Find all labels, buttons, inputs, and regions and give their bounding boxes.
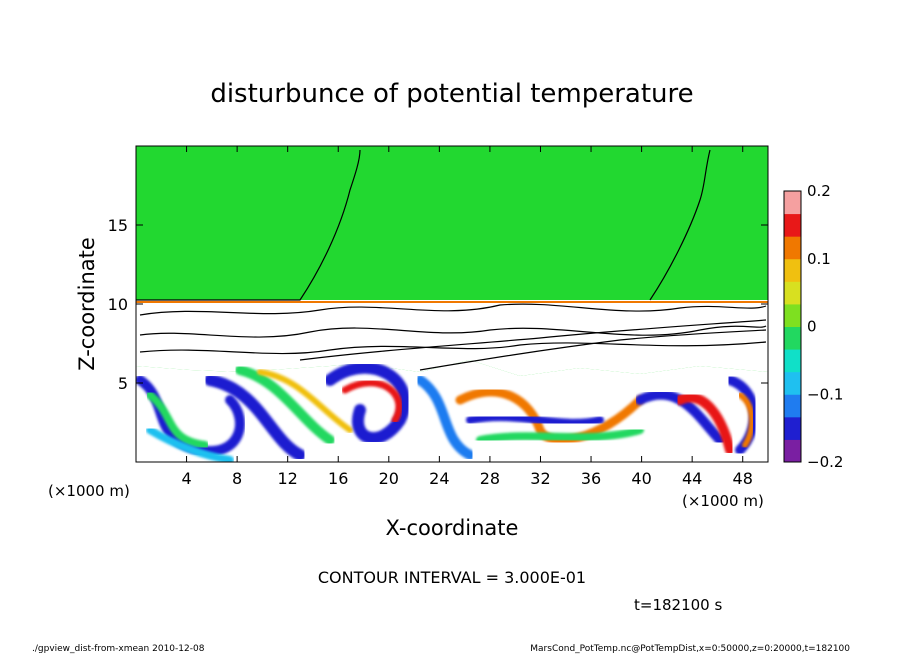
swirl-band xyxy=(466,413,604,427)
x-tick-label: 32 xyxy=(530,469,550,488)
colorbar-label: 0.1 xyxy=(807,250,831,268)
colorbar-segment xyxy=(784,303,801,327)
x-tick-label: 20 xyxy=(379,469,399,488)
contour-line xyxy=(419,329,767,371)
swirl-band xyxy=(415,375,475,460)
swirl-band xyxy=(204,374,306,461)
x-tick-label: 28 xyxy=(480,469,500,488)
colorbar-segment xyxy=(784,281,801,305)
colorbar-segment xyxy=(784,258,801,282)
colorbar-label: −0.1 xyxy=(807,385,843,403)
colorbar-segment xyxy=(784,394,801,418)
plot-area xyxy=(135,145,769,463)
x-axis-label: X-coordinate xyxy=(386,516,519,540)
colorbar-segment xyxy=(784,349,801,373)
chart-title: disturbunce of potential temperature xyxy=(210,79,693,109)
contour-interval: CONTOUR INTERVAL = 3.000E-01 xyxy=(318,568,586,587)
y-axis: 5 10 15 xyxy=(108,216,768,393)
x-tick-label: 16 xyxy=(328,469,348,488)
x-unit-right: (×1000 m) xyxy=(682,492,764,510)
contour-line xyxy=(139,341,767,355)
swirl-band xyxy=(455,387,645,445)
swirl-band xyxy=(257,369,353,433)
colorbar-segment xyxy=(784,439,801,463)
swirl-band xyxy=(341,379,403,424)
y-tick-label: 5 xyxy=(118,374,128,393)
colorbar-frame xyxy=(783,190,802,463)
x-tick-label: 8 xyxy=(232,469,242,488)
x-tick-label: 48 xyxy=(733,469,753,488)
y-tick-label: 15 xyxy=(108,216,128,235)
x-tick-label: 44 xyxy=(682,469,702,488)
swirl-band xyxy=(324,361,411,445)
colorbar-segment xyxy=(784,213,801,237)
colorbar: −0.2 −0.1 0 0.1 0.2 xyxy=(783,182,843,471)
x-tick-label: 36 xyxy=(581,469,601,488)
footer-right: MarsCond_PotTemp.nc@PotTempDist,x=0:5000… xyxy=(530,644,850,654)
colorbar-segment xyxy=(784,371,801,395)
footer-left: ./gpview_dist-from-xmean 2010-12-08 xyxy=(32,644,205,654)
colorbar-label: 0 xyxy=(807,318,817,336)
x-tick-label: 24 xyxy=(429,469,449,488)
x-tick-label: 40 xyxy=(631,469,651,488)
swirl-band xyxy=(737,392,755,448)
swirl-band xyxy=(146,426,234,462)
x-tick-label: 12 xyxy=(278,469,298,488)
contour-line xyxy=(136,149,711,301)
mixing-layer xyxy=(136,300,768,376)
swirl-band xyxy=(235,365,335,445)
time-label: t=182100 s xyxy=(634,596,722,614)
colorbar-segment xyxy=(784,416,801,440)
swirl-band xyxy=(476,426,644,444)
colorbar-label: −0.2 xyxy=(807,453,843,471)
colorbar-label: 0.2 xyxy=(807,182,831,200)
swirl-band xyxy=(635,389,725,445)
swirl-band xyxy=(146,391,209,449)
contour-line xyxy=(139,303,767,316)
colorbar-segment xyxy=(784,236,801,260)
y-axis-label: Z-coordinate xyxy=(75,237,99,371)
x-tick-label: 4 xyxy=(181,469,191,488)
contour-line xyxy=(139,325,767,338)
colorbar-segment xyxy=(784,326,801,350)
x-unit-left: (×1000 m) xyxy=(48,482,130,500)
y-tick-label: 10 xyxy=(108,295,128,314)
x-axis: 4 8 12 16 20 24 28 32 36 40 44 48 xyxy=(181,146,753,488)
swirl-band xyxy=(675,392,735,455)
colorbar-segment xyxy=(784,191,801,215)
field-layer xyxy=(136,149,768,462)
contour-line xyxy=(299,319,767,361)
